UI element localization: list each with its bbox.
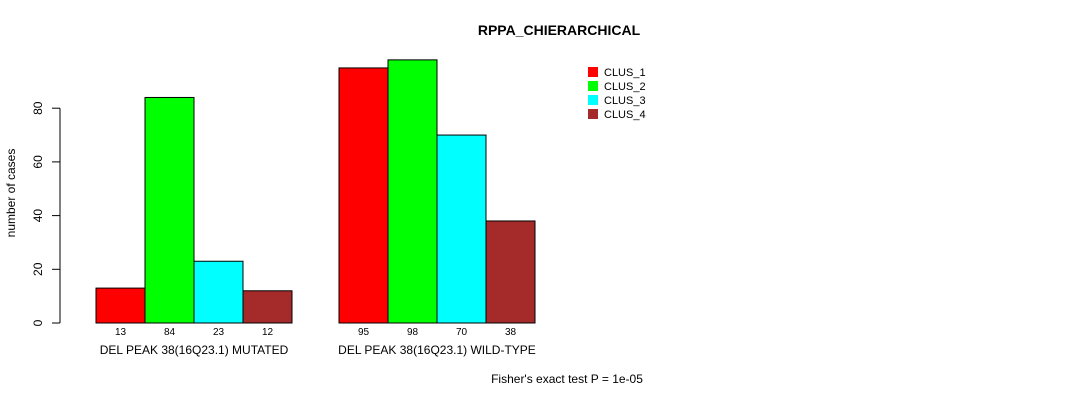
bars	[95, 59, 536, 324]
bar-clus-3-group-1	[193, 260, 244, 324]
group-label-1: DEL PEAK 38(16Q23.1) MUTATED	[100, 343, 289, 357]
legend-label-clus-3: CLUS_3	[604, 95, 646, 107]
legend-swatch-clus-3	[588, 95, 598, 105]
legend-label-clus-1: CLUS_1	[604, 67, 646, 79]
bar-value-label-clus-3-group-2: 70	[456, 327, 468, 338]
y-tick-label-80: 80	[31, 101, 45, 115]
bar-value-label-clus-4-group-2: 38	[505, 327, 517, 338]
bar-clus-1-group-1	[95, 287, 146, 324]
bar-value-label-clus-2-group-1: 84	[164, 327, 176, 338]
bar-value-label-clus-3-group-1: 23	[213, 327, 225, 338]
legend-label-clus-4: CLUS_4	[604, 109, 646, 121]
legend-swatch-clus-2	[588, 81, 598, 91]
legend-label-clus-2: CLUS_2	[604, 81, 646, 93]
y-tick-label-40: 40	[31, 209, 45, 223]
bar-clus-2-group-2	[387, 59, 438, 324]
bar-value-labels: 13 95 84 98 23 70 12 38	[115, 327, 517, 338]
y-tick-label-0: 0	[31, 319, 45, 326]
y-axis-label: number of cases	[4, 149, 18, 238]
legend-swatch-clus-4	[588, 109, 598, 119]
bar-clus-1-group-2	[338, 67, 389, 324]
group-labels: DEL PEAK 38(16Q23.1) MUTATED DEL PEAK 38(…	[100, 343, 536, 357]
y-tick-label-20: 20	[31, 262, 45, 276]
fisher-test-footnote: Fisher's exact test P = 1e-05	[491, 372, 643, 386]
legend-swatch-clus-1	[588, 67, 598, 77]
bar-value-label-clus-2-group-2: 98	[407, 327, 419, 338]
legend: CLUS_1 CLUS_2 CLUS_3 CLUS_4	[588, 67, 646, 121]
group-label-2: DEL PEAK 38(16Q23.1) WILD-TYPE	[338, 343, 536, 357]
bar-value-label-clus-1-group-2: 95	[358, 327, 370, 338]
chart-title: RPPA_CHIERARCHICAL	[478, 22, 641, 38]
bar-clus-2-group-1	[144, 96, 195, 324]
bar-clus-4-group-2	[485, 220, 536, 324]
y-tick-label-60: 60	[31, 155, 45, 169]
y-axis: 0 20 40 60 80	[31, 101, 61, 326]
bar-clus-4-group-1	[242, 290, 293, 324]
bar-clus-3-group-2	[436, 134, 487, 324]
bar-value-label-clus-1-group-1: 13	[115, 327, 127, 338]
bar-value-label-clus-4-group-1: 12	[262, 327, 274, 338]
